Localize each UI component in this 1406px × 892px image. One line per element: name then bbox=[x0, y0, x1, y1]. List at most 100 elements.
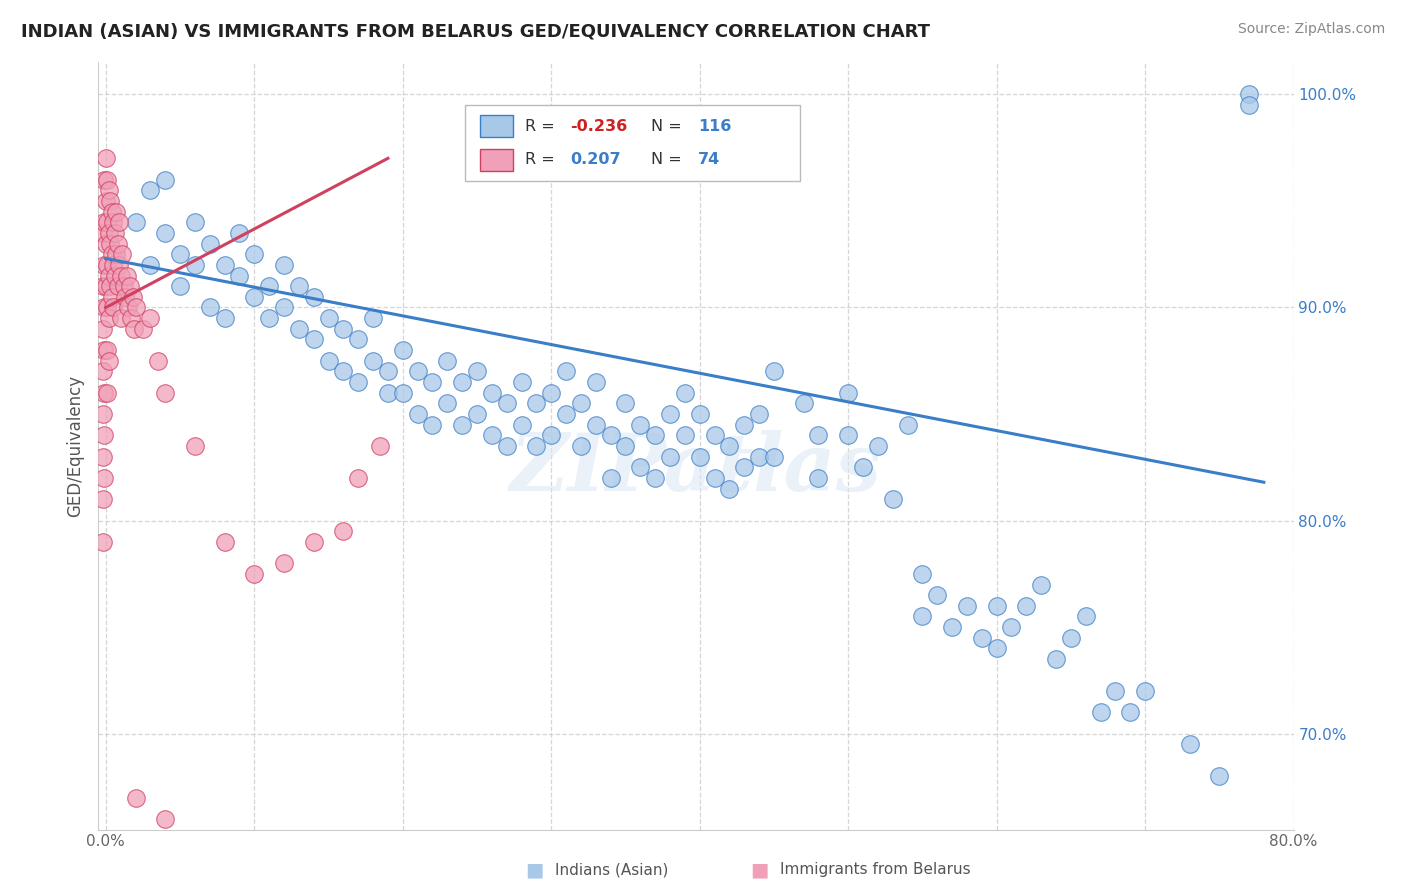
Point bbox=[956, 599, 979, 613]
Point bbox=[748, 407, 770, 421]
Point bbox=[569, 396, 592, 410]
Point bbox=[481, 385, 503, 400]
Point bbox=[98, 236, 121, 251]
Point bbox=[93, 343, 115, 357]
Text: ZIPatlas: ZIPatlas bbox=[510, 430, 882, 508]
Text: N =: N = bbox=[651, 153, 686, 168]
Point bbox=[132, 322, 155, 336]
Point bbox=[91, 279, 114, 293]
Point bbox=[273, 556, 295, 570]
Point bbox=[139, 183, 162, 197]
Point bbox=[659, 407, 682, 421]
Point bbox=[1060, 631, 1083, 645]
Point bbox=[896, 417, 918, 432]
Point bbox=[748, 450, 770, 464]
Point bbox=[96, 258, 118, 272]
Point bbox=[703, 428, 725, 442]
Point bbox=[391, 385, 413, 400]
Point bbox=[169, 279, 191, 293]
Point bbox=[585, 417, 607, 432]
Point bbox=[93, 258, 115, 272]
Point bbox=[1015, 599, 1038, 613]
Point bbox=[108, 258, 131, 272]
Point bbox=[139, 311, 162, 326]
Point bbox=[599, 471, 621, 485]
Text: ■: ■ bbox=[749, 860, 769, 880]
Point bbox=[644, 471, 666, 485]
Point bbox=[110, 268, 132, 283]
Point bbox=[391, 343, 413, 357]
Text: INDIAN (ASIAN) VS IMMIGRANTS FROM BELARUS GED/EQUIVALENCY CORRELATION CHART: INDIAN (ASIAN) VS IMMIGRANTS FROM BELARU… bbox=[21, 22, 931, 40]
Point bbox=[93, 385, 115, 400]
Point bbox=[257, 279, 280, 293]
Point bbox=[139, 258, 162, 272]
Point bbox=[628, 417, 651, 432]
Point bbox=[599, 428, 621, 442]
Point bbox=[101, 204, 124, 219]
Point bbox=[155, 385, 177, 400]
Point bbox=[1000, 620, 1022, 634]
Point bbox=[288, 279, 311, 293]
Text: 0.207: 0.207 bbox=[571, 153, 621, 168]
Point bbox=[970, 631, 993, 645]
Point bbox=[1237, 98, 1260, 112]
Text: -0.236: -0.236 bbox=[571, 119, 627, 134]
Point bbox=[762, 364, 785, 378]
Point bbox=[465, 364, 488, 378]
Point bbox=[673, 385, 696, 400]
Point bbox=[214, 534, 236, 549]
Point bbox=[422, 417, 444, 432]
Point bbox=[911, 566, 934, 581]
Point bbox=[1119, 706, 1142, 720]
Point bbox=[228, 226, 250, 240]
Point bbox=[703, 471, 725, 485]
Point bbox=[243, 566, 266, 581]
Point bbox=[927, 588, 949, 602]
Point bbox=[882, 492, 904, 507]
Point bbox=[155, 226, 177, 240]
Point bbox=[124, 301, 146, 315]
Point bbox=[436, 353, 458, 368]
Point bbox=[94, 279, 117, 293]
Point bbox=[332, 524, 354, 539]
Point bbox=[451, 375, 474, 389]
Point bbox=[110, 311, 132, 326]
Point bbox=[524, 439, 547, 453]
Point bbox=[465, 407, 488, 421]
Point bbox=[117, 301, 139, 315]
Point bbox=[569, 439, 592, 453]
Point bbox=[288, 322, 311, 336]
Point bbox=[184, 215, 207, 229]
Point bbox=[718, 482, 741, 496]
Point bbox=[481, 428, 503, 442]
Point bbox=[104, 268, 127, 283]
Point bbox=[112, 279, 135, 293]
Point bbox=[1045, 652, 1067, 666]
Point bbox=[214, 311, 236, 326]
Point bbox=[98, 194, 121, 208]
Point bbox=[524, 396, 547, 410]
Point bbox=[93, 172, 115, 186]
Point bbox=[155, 172, 177, 186]
Point bbox=[406, 364, 429, 378]
Point bbox=[370, 439, 392, 453]
Point bbox=[103, 215, 125, 229]
Text: 74: 74 bbox=[699, 153, 721, 168]
Point bbox=[111, 247, 134, 261]
Point bbox=[97, 183, 120, 197]
Point bbox=[94, 151, 117, 165]
Point bbox=[91, 226, 114, 240]
Text: Indians (Asian): Indians (Asian) bbox=[555, 863, 669, 877]
Point bbox=[243, 290, 266, 304]
Point bbox=[332, 364, 354, 378]
Point bbox=[184, 258, 207, 272]
Point bbox=[986, 599, 1008, 613]
Point bbox=[1237, 87, 1260, 102]
Point bbox=[1208, 769, 1230, 783]
Point bbox=[107, 236, 129, 251]
Point bbox=[673, 428, 696, 442]
Y-axis label: GED/Equivalency: GED/Equivalency bbox=[66, 375, 84, 517]
Point bbox=[628, 460, 651, 475]
Point bbox=[91, 407, 114, 421]
Point bbox=[318, 311, 340, 326]
